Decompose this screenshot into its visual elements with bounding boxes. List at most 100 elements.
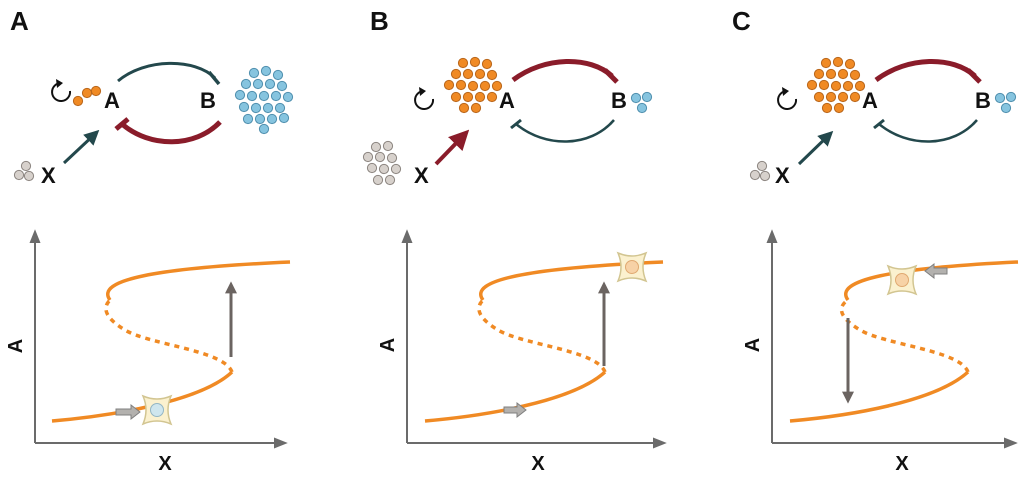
b-cell xyxy=(248,67,260,79)
a-cell xyxy=(818,79,830,91)
a-cell xyxy=(833,102,845,114)
a-cell xyxy=(842,80,854,92)
a-cell xyxy=(72,95,84,107)
b-cell xyxy=(264,78,276,90)
node-a-label: A xyxy=(862,88,878,113)
a-cell xyxy=(443,79,455,91)
b-cell xyxy=(276,80,288,92)
a-cell xyxy=(806,79,818,91)
lower-stable-branch xyxy=(51,370,234,423)
b-cell xyxy=(1000,102,1012,114)
x-cell xyxy=(20,160,32,172)
b-cell xyxy=(250,102,262,114)
lower-stable-branch xyxy=(789,370,970,423)
x-cell xyxy=(13,169,25,181)
a-cell xyxy=(486,69,498,81)
b-cell xyxy=(270,90,282,102)
b-cell xyxy=(1005,91,1017,103)
x-axis-label: X xyxy=(895,453,909,472)
panel-letter: C xyxy=(732,6,751,36)
repression-bar xyxy=(966,68,982,84)
a-cell xyxy=(455,79,467,91)
self-activation-loop-icon xyxy=(414,87,435,110)
a-cell xyxy=(450,91,462,103)
x-cell-cluster xyxy=(362,140,402,186)
b-cell-cluster xyxy=(234,65,294,135)
x-cell-cluster xyxy=(13,160,35,182)
a-represses-b-arc xyxy=(117,61,217,83)
node-b-label: B xyxy=(611,88,627,113)
b-represses-a-arc xyxy=(878,119,978,143)
repression-bar xyxy=(603,68,619,84)
y-axis-label: A xyxy=(742,338,764,352)
a-cell xyxy=(474,91,486,103)
input-x-label: X xyxy=(414,163,429,188)
cell-icon xyxy=(886,264,918,296)
y-axis-label: A xyxy=(5,339,27,353)
x-cell xyxy=(759,170,771,182)
b-cell-cluster xyxy=(630,91,653,114)
a-cell xyxy=(820,57,832,69)
a-cell xyxy=(458,102,470,114)
lower-stable-branch xyxy=(424,370,607,423)
b-represses-a-arc xyxy=(515,119,615,143)
b-cell xyxy=(641,91,653,103)
b-cell xyxy=(234,89,246,101)
b-cell xyxy=(272,69,284,81)
a-cell xyxy=(844,58,856,70)
x-activates-a-arrow xyxy=(797,130,834,166)
cell-icon xyxy=(141,394,173,426)
node-b-label: B xyxy=(200,88,216,113)
x-cell xyxy=(372,174,384,186)
self-activation-loop-icon xyxy=(777,87,798,110)
a-cell xyxy=(825,68,837,80)
a-represses-b-arc xyxy=(511,59,614,83)
b-cell xyxy=(262,102,274,114)
a-cell xyxy=(469,56,481,68)
x-cell xyxy=(374,151,386,163)
a-cell xyxy=(849,91,861,103)
upper-stable-branch xyxy=(106,260,291,302)
b-cell xyxy=(246,90,258,102)
x-axis-label: X xyxy=(158,453,172,472)
a-cell-cluster xyxy=(806,56,866,114)
a-cell xyxy=(470,102,482,114)
upper-stable-branch xyxy=(479,260,664,302)
x-axis-label: X xyxy=(531,453,545,472)
x-activates-a-arrow xyxy=(62,129,100,165)
x-cell xyxy=(386,152,398,164)
node-a-label: A xyxy=(104,88,120,113)
cell-direction-arrow xyxy=(924,262,948,280)
a-cell xyxy=(450,68,462,80)
panel-letter: B xyxy=(370,6,389,36)
b-cell xyxy=(630,92,642,104)
panel-a: A A B X A X xyxy=(5,6,294,475)
x-cell xyxy=(384,174,396,186)
b-cell xyxy=(254,113,266,125)
cell-icon xyxy=(616,251,648,283)
a-cell xyxy=(837,91,849,103)
a-cell xyxy=(462,68,474,80)
unstable-branch xyxy=(104,298,234,373)
node-b-label: B xyxy=(975,88,991,113)
a-cell xyxy=(849,69,861,81)
a-cell xyxy=(481,58,493,70)
b-cell xyxy=(278,112,290,124)
x-cell xyxy=(382,140,394,152)
a-cell xyxy=(467,80,479,92)
self-activation-loop-icon xyxy=(51,79,72,102)
bifurcation-plot: A X xyxy=(742,229,1019,475)
x-cell xyxy=(362,151,374,163)
panel-c: C A B X A X xyxy=(732,6,1019,475)
upper-stable-branch xyxy=(844,260,1019,302)
panel-letter: A xyxy=(10,6,29,36)
y-axis-label: A xyxy=(377,338,399,352)
b-cell xyxy=(260,65,272,77)
panel-b: B A B X A X xyxy=(362,6,667,475)
x-cell xyxy=(378,163,390,175)
b-cell xyxy=(636,102,648,114)
b-cell xyxy=(258,123,270,135)
x-cell xyxy=(366,162,378,174)
a-cell xyxy=(821,102,833,114)
a-cell-cluster xyxy=(72,85,102,107)
